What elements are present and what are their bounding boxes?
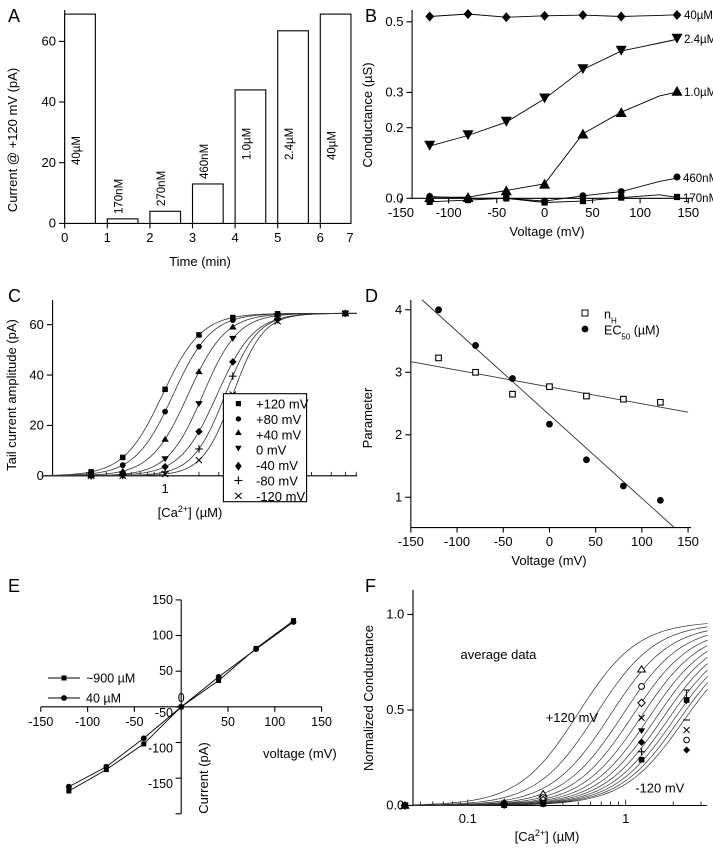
svg-text:40µM: 40µM [327, 131, 339, 160]
svg-text:3: 3 [395, 365, 402, 380]
svg-text:[Ca2+] (µM): [Ca2+] (µM) [158, 504, 223, 520]
svg-text:0.5: 0.5 [385, 14, 403, 29]
svg-text:40: 40 [42, 94, 56, 109]
svg-text:F: F [365, 576, 376, 596]
svg-text:0 mV: 0 mV [256, 443, 287, 458]
svg-text:150: 150 [311, 715, 332, 729]
svg-text:1: 1 [395, 490, 402, 505]
svg-text:50: 50 [221, 715, 235, 729]
svg-text:C: C [8, 286, 21, 306]
svg-text:100: 100 [629, 205, 651, 220]
svg-text:40µM: 40µM [684, 10, 713, 22]
svg-text:E: E [8, 576, 20, 596]
svg-text:Normalized Conductance: Normalized Conductance [361, 625, 376, 771]
svg-text:2: 2 [146, 230, 153, 245]
svg-text:0.2: 0.2 [385, 120, 403, 135]
svg-text:150: 150 [677, 205, 699, 220]
svg-text:3: 3 [189, 230, 196, 245]
svg-text:+80 mV: +80 mV [256, 412, 301, 427]
svg-text:Current @ +120 mV (pA): Current @ +120 mV (pA) [5, 68, 20, 212]
svg-text:-50: -50 [125, 715, 143, 729]
svg-text:270nM: 270nM [156, 171, 168, 206]
svg-text:0: 0 [178, 691, 185, 705]
svg-text:EC50 (µM): EC50 (µM) [604, 324, 660, 342]
svg-text:-80 mV: -80 mV [256, 474, 298, 489]
svg-text:D: D [365, 286, 378, 306]
svg-text:0.1: 0.1 [459, 811, 477, 826]
svg-text:-50: -50 [494, 534, 513, 549]
svg-text:A: A [8, 6, 20, 26]
svg-text:+40 mV: +40 mV [256, 427, 301, 442]
svg-text:Parameter: Parameter [360, 387, 375, 448]
svg-text:-40 mV: -40 mV [256, 458, 298, 473]
svg-text:40µM: 40µM [71, 136, 83, 165]
svg-text:B: B [365, 6, 377, 26]
svg-text:+120 mV: +120 mV [256, 397, 309, 412]
svg-text:Voltage (mV): Voltage (mV) [511, 553, 586, 568]
svg-text:20: 20 [42, 155, 56, 170]
svg-text:4: 4 [231, 230, 238, 245]
svg-text:-150: -150 [388, 205, 414, 220]
svg-text:50: 50 [159, 664, 173, 678]
svg-text:+120 mV: +120 mV [546, 710, 599, 725]
svg-text:0.5: 0.5 [386, 702, 404, 717]
svg-text:50: 50 [585, 205, 599, 220]
svg-text:-150: -150 [28, 715, 53, 729]
svg-text:60: 60 [29, 317, 43, 332]
svg-text:-100: -100 [148, 742, 173, 756]
svg-text:150: 150 [152, 593, 173, 607]
svg-text:4: 4 [395, 302, 402, 317]
svg-text:5: 5 [274, 230, 281, 245]
svg-text:-100: -100 [75, 715, 100, 729]
svg-text:60: 60 [42, 34, 56, 49]
svg-text:voltage (mV): voltage (mV) [263, 746, 337, 761]
svg-text:0.3: 0.3 [385, 85, 403, 100]
svg-text:20: 20 [29, 418, 43, 433]
svg-text:-100: -100 [444, 534, 470, 549]
svg-text:nH: nH [604, 308, 617, 326]
svg-text:7: 7 [346, 230, 353, 245]
svg-text:460nM: 460nM [199, 144, 211, 179]
svg-text:50: 50 [588, 534, 602, 549]
svg-text:Conductance (µS): Conductance (µS) [360, 62, 375, 167]
svg-text:2.4µM: 2.4µM [684, 34, 713, 46]
svg-text:170nM: 170nM [114, 179, 126, 214]
svg-text:1: 1 [622, 811, 629, 826]
svg-text:1: 1 [104, 230, 111, 245]
svg-text:-120 mV: -120 mV [635, 780, 684, 795]
svg-text:100: 100 [152, 629, 173, 643]
svg-text:~900 µM: ~900 µM [86, 672, 135, 686]
svg-text:1.0: 1.0 [386, 607, 404, 622]
svg-text:0: 0 [541, 205, 548, 220]
svg-text:170nM: 170nM [683, 193, 713, 205]
svg-text:2: 2 [395, 427, 402, 442]
svg-text:Time (min): Time (min) [169, 254, 231, 269]
svg-text:40: 40 [29, 367, 43, 382]
svg-text:0: 0 [546, 534, 553, 549]
svg-text:460nM: 460nM [683, 173, 713, 185]
svg-text:1.0µM: 1.0µM [684, 87, 713, 99]
svg-text:-100: -100 [436, 205, 462, 220]
svg-text:0: 0 [61, 230, 68, 245]
svg-text:1: 1 [161, 481, 168, 496]
svg-text:Current (pA): Current (pA) [196, 742, 211, 814]
svg-text:2.4µM: 2.4µM [284, 128, 296, 160]
svg-text:40 µM: 40 µM [86, 692, 121, 706]
svg-text:6: 6 [317, 230, 324, 245]
svg-text:1.0µM: 1.0µM [241, 128, 253, 160]
svg-text:0: 0 [49, 216, 56, 231]
svg-text:average data: average data [461, 647, 538, 662]
svg-text:-50: -50 [487, 205, 506, 220]
svg-text:-150: -150 [398, 534, 424, 549]
svg-text:[Ca2+] (µM): [Ca2+] (µM) [515, 828, 580, 844]
svg-text:Tail current amplitude (pA): Tail current amplitude (pA) [4, 319, 19, 471]
svg-text:150: 150 [677, 534, 699, 549]
svg-text:Voltage (mV): Voltage (mV) [509, 224, 584, 239]
svg-text:100: 100 [264, 715, 285, 729]
svg-text:-120 mV: -120 mV [256, 489, 305, 504]
svg-text:-150: -150 [148, 777, 173, 791]
svg-text:100: 100 [631, 534, 653, 549]
